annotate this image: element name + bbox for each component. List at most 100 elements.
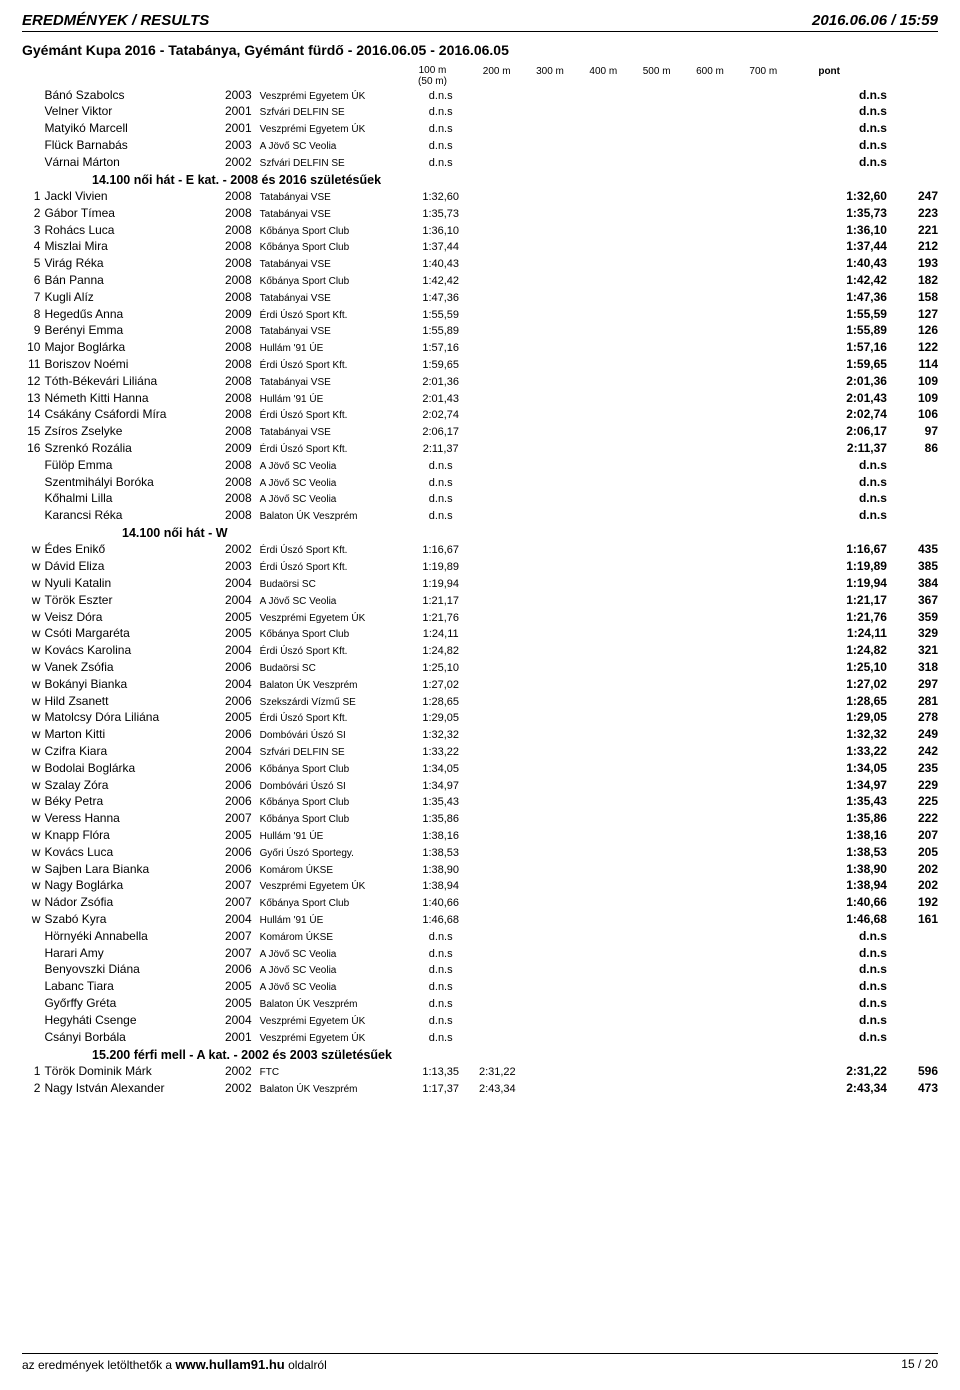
rank-cell [22,121,44,138]
final-time: 1:46,68 [805,911,887,928]
result-row: Flück Barnabás2003A Jövő SC Veoliad.n.sd… [22,137,938,154]
header-divider [22,31,938,32]
club-name: Balaton ÚK Veszprém [260,676,403,693]
club-name: Kőbánya Sport Club [260,760,403,777]
rank-cell: w [22,911,44,928]
birth-year: 2006 [215,760,260,777]
final-time: 1:38,16 [805,827,887,844]
split-100m: 1:34,05 [402,760,479,777]
final-time: d.n.s [805,995,887,1012]
rank-cell: 1 [22,188,44,205]
split-200m [479,911,544,928]
club-name: Tatabányai VSE [260,289,403,306]
club-name: Dombóvári Úszó SI [260,727,403,744]
athlete-name: Vanek Zsófia [44,660,214,677]
rank-cell: w [22,878,44,895]
split-200m [479,979,544,996]
birth-year: 2006 [215,962,260,979]
points: 221 [887,222,938,239]
birth-year: 2004 [215,743,260,760]
split-100m: d.n.s [402,491,479,508]
athlete-name: Édes Enikő [44,542,214,559]
split-200m [479,188,544,205]
athlete-name: Nyuli Katalin [44,576,214,593]
birth-year: 2006 [215,844,260,861]
final-time: 1:47,36 [805,289,887,306]
athlete-name: Várnai Márton [44,154,214,171]
split-100m: 1:40,66 [402,895,479,912]
result-row: 16Szrenkó Rozália2009Érdi Úszó Sport Kft… [22,440,938,457]
birth-year: 2005 [215,979,260,996]
split-100m: 1:25,10 [402,660,479,677]
rank-cell: w [22,643,44,660]
split-200m [479,643,544,660]
result-row: 8Hegedűs Anna2009Érdi Úszó Sport Kft.1:5… [22,306,938,323]
col-600m: 600 m [683,66,736,87]
club-name: A Jövő SC Veolia [260,457,403,474]
final-time: 2:43,34 [805,1080,887,1097]
result-row: Matyikó Marcell2001Veszprémi Egyetem ÚKd… [22,121,938,138]
split-100m: d.n.s [402,87,479,104]
col-200m: 200 m [470,66,523,87]
athlete-name: Kovács Karolina [44,643,214,660]
split-100m: d.n.s [402,928,479,945]
points: 193 [887,256,938,273]
athlete-name: Csányi Borbála [44,1029,214,1046]
club-name: A Jövő SC Veolia [260,945,403,962]
rank-cell: 5 [22,256,44,273]
split-200m [479,205,544,222]
split-100m: 1:32,60 [402,188,479,205]
split-200m [479,87,544,104]
athlete-name: Bán Panna [44,272,214,289]
final-time: 1:24,82 [805,643,887,660]
split-100m: 2:02,74 [402,407,479,424]
split-100m: 1:38,90 [402,861,479,878]
result-row: wHild Zsanett2006Szekszárdi Vízmű SE1:28… [22,693,938,710]
athlete-name: Béky Petra [44,794,214,811]
rank-cell [22,928,44,945]
birth-year: 2008 [215,205,260,222]
split-100m: 1:21,17 [402,592,479,609]
split-100m: 1:21,76 [402,609,479,626]
club-name: Kőbánya Sport Club [260,222,403,239]
rank-cell: w [22,794,44,811]
rank-cell: w [22,844,44,861]
split-100m: 1:17,37 [402,1080,479,1097]
result-row: 4Miszlai Mira2008Kőbánya Sport Club1:37,… [22,239,938,256]
athlete-name: Jackl Vivien [44,188,214,205]
rank-cell [22,137,44,154]
athlete-name: Hörnyéki Annabella [44,928,214,945]
birth-year: 2008 [215,272,260,289]
section-title: 14.100 női hát - E kat. - 2008 és 2016 s… [22,171,938,189]
points [887,1012,938,1029]
club-name: Balaton ÚK Veszprém [260,508,403,525]
club-name: Komárom ÚKSE [260,861,403,878]
club-name: Veszprémi Egyetem ÚK [260,609,403,626]
birth-year: 2006 [215,861,260,878]
birth-year: 2003 [215,137,260,154]
points: 278 [887,710,938,727]
club-name: Szfvári DELFIN SE [260,154,403,171]
final-time: 1:19,89 [805,559,887,576]
split-100m: 1:35,73 [402,205,479,222]
club-name: Érdi Úszó Sport Kft. [260,356,403,373]
split-200m [479,592,544,609]
final-time: d.n.s [805,474,887,491]
result-row: wKovács Karolina2004Érdi Úszó Sport Kft.… [22,643,938,660]
points: 161 [887,911,938,928]
result-row: 15Zsíros Zselyke2008Tatabányai VSE2:06,1… [22,424,938,441]
final-time: 1:21,17 [805,592,887,609]
points: 202 [887,861,938,878]
split-100m: 1:13,35 [402,1063,479,1080]
result-row: Benyovszki Diána2006A Jövő SC Veoliad.n.… [22,962,938,979]
birth-year: 2004 [215,1012,260,1029]
points: 435 [887,542,938,559]
split-200m [479,827,544,844]
birth-year: 2004 [215,576,260,593]
final-time: 1:34,97 [805,777,887,794]
split-200m [479,323,544,340]
result-row: wSzabó Kyra2004Hullám '91 ÚE1:46,681:46,… [22,911,938,928]
athlete-name: Czifra Kiara [44,743,214,760]
split-100m: d.n.s [402,962,479,979]
birth-year: 2002 [215,1063,260,1080]
